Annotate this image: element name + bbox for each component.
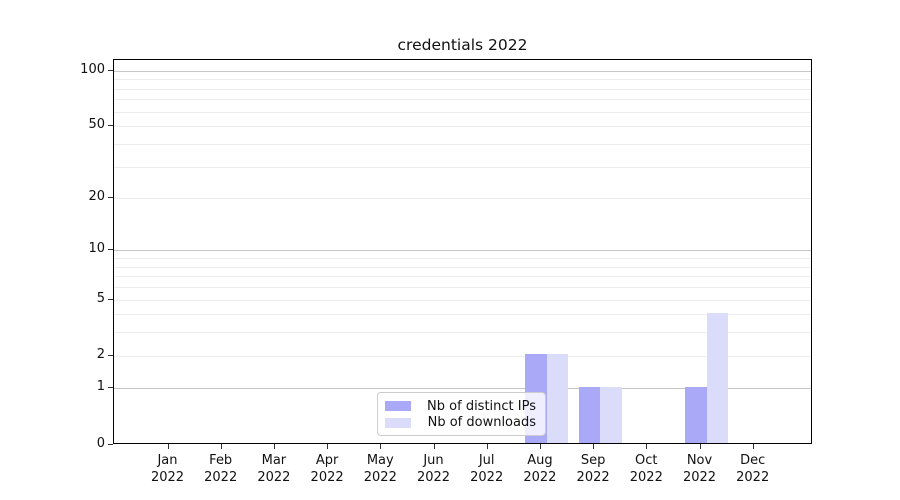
x-tick-month: Mar [261,453,287,468]
gridline-minor-6 [114,287,811,288]
legend: Nb of distinct IPs Nb of downloads [377,392,546,436]
gridline-minor-90 [114,79,811,81]
x-tick-year: 2022 [682,470,717,485]
gridline-minor-7 [114,276,811,278]
gridline-minor-50 [114,126,811,128]
x-tick-mark-mar [273,444,275,449]
gridline-minor-9 [114,258,811,260]
x-tick-label-jun: Jun 2022 [404,452,464,486]
y-tick-label-0: 0 [96,435,105,451]
x-tick-year: 2022 [257,470,291,485]
legend-swatch-downloads [385,417,411,428]
legend-label-downloads: Nb of downloads [427,415,536,431]
x-tick-label-jul: Jul 2022 [457,452,517,486]
x-tick-mark-aug [539,444,541,449]
x-tick-year: 2022 [470,470,504,485]
x-tick-mark-jun [433,444,435,449]
x-tick-mark-nov [699,444,701,449]
gridline-minor-60 [114,111,811,113]
x-tick-mark-sep [593,444,595,449]
x-tick-month: Oct [635,453,658,468]
gridline-minor-8 [114,266,811,268]
y-tick-label-2: 2 [96,346,105,362]
x-tick-month: Jul [478,453,495,468]
y-tick-mark-1 [108,387,113,389]
bar-nb-of-downloads-nov [706,312,728,443]
x-tick-year: 2022 [576,470,610,485]
x-tick-mark-may [380,444,382,449]
y-tick-mark-5 [108,298,113,300]
x-tick-mark-jul [486,444,488,449]
x-tick-month: Dec [740,453,766,468]
x-tick-month: Feb [209,453,233,468]
y-tick-mark-10 [108,249,113,251]
gridline-minor-30 [114,166,811,168]
x-tick-year: 2022 [629,470,663,485]
x-tick-label-sep: Sep 2022 [563,452,623,486]
y-tick-label-50: 50 [88,117,105,133]
gridline-minor-2 [114,355,811,357]
x-tick-label-feb: Feb 2022 [191,452,251,486]
gridline-minor-5 [114,299,811,301]
legend-label-distinct-ips: Nb of distinct IPs [427,398,536,414]
x-tick-month: Sep [580,453,606,468]
y-tick-mark-100 [108,69,113,71]
y-tick-label-100: 100 [80,61,105,77]
gridline-minor-40 [114,143,811,145]
chart-title: credentials 2022 [397,36,528,54]
legend-swatch-distinct-ips [385,401,411,412]
x-tick-month: Jan [157,453,178,468]
bar-nb-of-downloads-sep [600,386,622,443]
x-tick-label-mar: Mar 2022 [244,452,304,486]
bar-nb-of-downloads-aug [546,354,569,443]
y-tick-label-10: 10 [88,241,105,257]
x-tick-label-apr: Apr 2022 [297,452,357,486]
bar-nb-of-distinct-ips-nov [685,386,707,443]
legend-item-distinct-ips: Nb of distinct IPs [385,398,536,415]
y-tick-label-1: 1 [96,379,105,395]
y-tick-mark-2 [108,354,113,356]
x-tick-label-dec: Dec 2022 [723,452,783,486]
x-tick-month: Apr [315,453,339,468]
gridline-major-10 [114,250,811,252]
x-tick-mark-dec [752,444,754,449]
x-tick-year: 2022 [363,470,397,485]
y-tick-label-5: 5 [96,290,105,306]
y-tick-label-20: 20 [88,189,105,204]
x-tick-label-aug: Aug 2022 [510,452,570,486]
x-tick-month: Jun [423,453,444,468]
gridline-minor-70 [114,99,811,101]
x-tick-month: Nov [686,453,713,468]
bar-nb-of-distinct-ips-sep [578,386,601,443]
y-tick-mark-50 [108,125,113,127]
x-tick-year: 2022 [150,470,185,485]
gridline-minor-80 [114,88,811,90]
x-tick-mark-feb [220,444,222,449]
x-tick-label-oct: Oct 2022 [616,452,676,486]
gridline-major-100 [114,70,811,72]
x-tick-mark-jan [167,444,169,449]
x-tick-month: May [366,453,394,468]
legend-item-downloads: Nb of downloads [385,415,536,432]
plot-area [113,59,812,444]
x-tick-year: 2022 [416,470,451,485]
gridline-minor-4 [114,314,811,316]
x-tick-month: Aug [527,453,553,468]
x-tick-year: 2022 [204,470,238,485]
y-tick-mark-0 [108,443,113,445]
x-tick-label-may: May 2022 [350,452,410,486]
x-tick-label-nov: Nov 2022 [670,452,730,486]
x-tick-year: 2022 [736,470,770,485]
x-tick-year: 2022 [523,470,557,485]
gridline-minor-3 [114,332,811,334]
x-tick-mark-oct [646,444,648,449]
y-tick-mark-20 [108,197,113,198]
gridline-minor-20 [114,198,811,199]
gridline-major-1 [114,388,811,390]
x-tick-label-jan: Jan 2022 [138,452,198,486]
x-tick-year: 2022 [310,470,344,485]
x-tick-mark-apr [327,444,329,449]
